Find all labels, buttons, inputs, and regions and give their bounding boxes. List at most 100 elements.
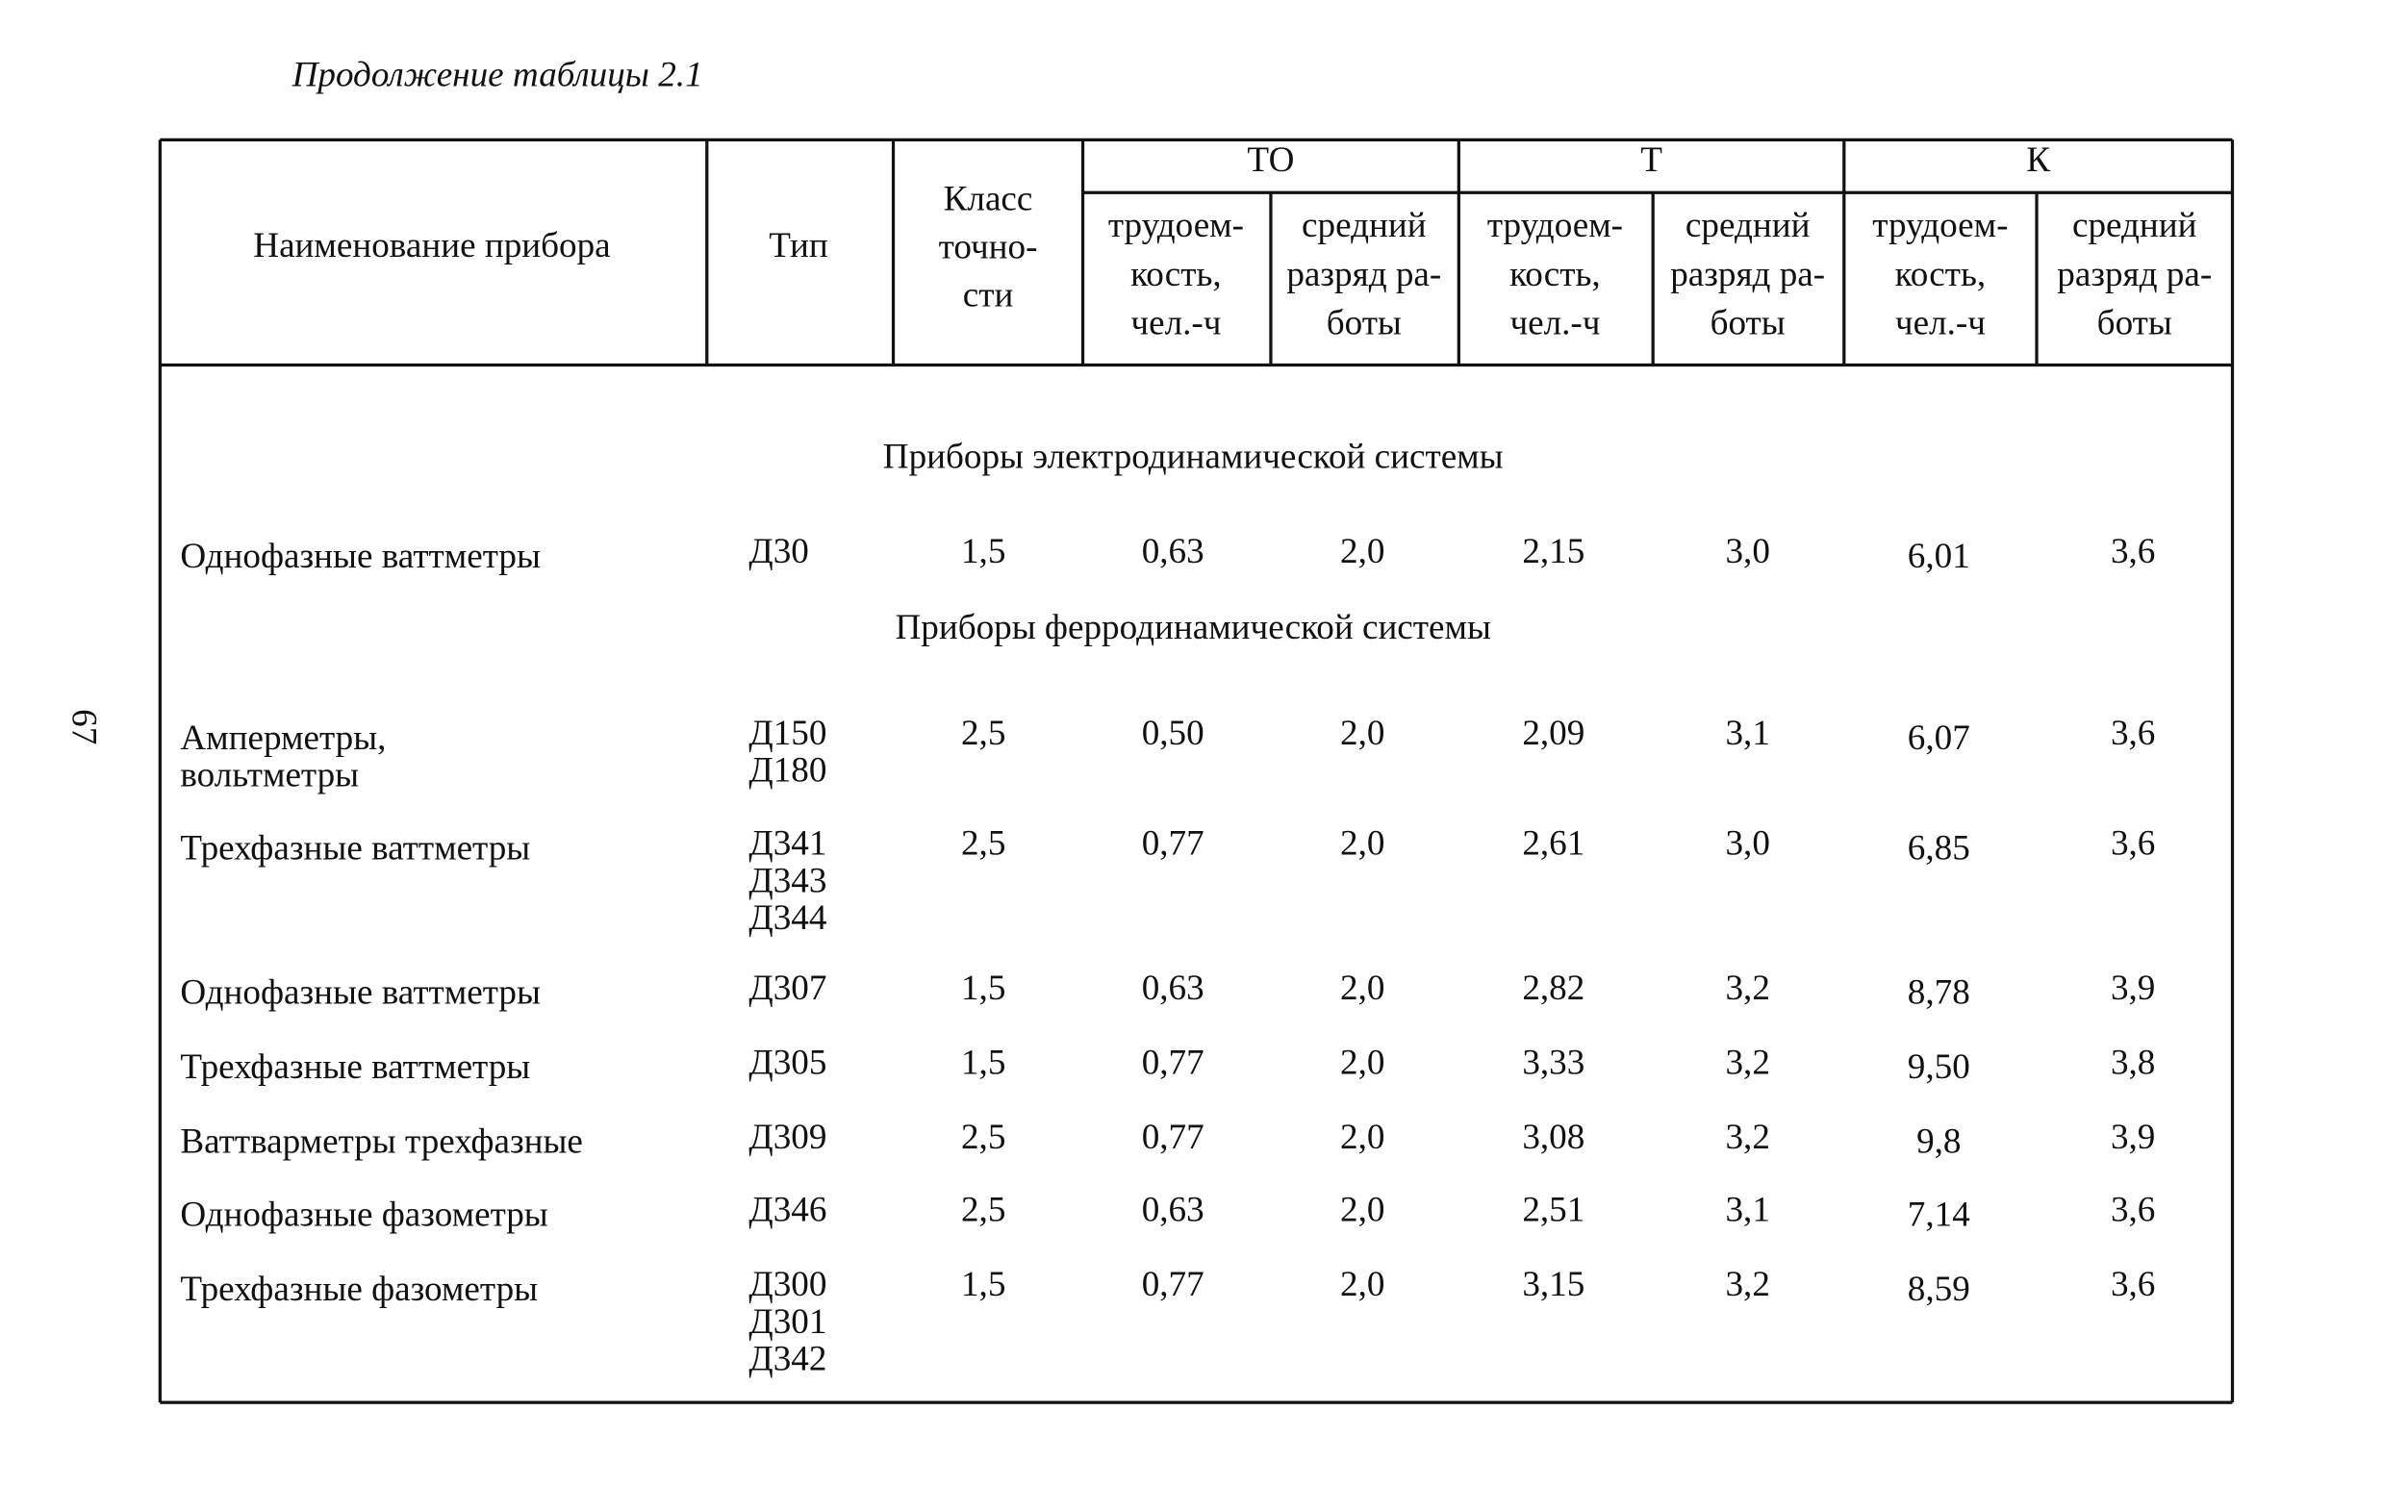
- value-cell: 0,63: [1142, 532, 1204, 571]
- value-cell: 3,0: [1725, 824, 1769, 864]
- device-name: Однофазные ваттметры: [180, 537, 541, 576]
- device-name: Амперметры,: [180, 718, 386, 758]
- value-cell: 2,0: [1340, 714, 1384, 753]
- value-cell: 2,0: [1340, 969, 1384, 1008]
- section-title: Приборы ферродинамической системы: [895, 608, 1491, 647]
- header-cell: Тип: [769, 226, 828, 265]
- device-type: Д300: [748, 1265, 826, 1304]
- device-type: Д344: [748, 898, 826, 938]
- device-type: Д305: [748, 1043, 826, 1082]
- value-cell: 3,2: [1725, 1118, 1769, 1157]
- value-cell: 1,5: [961, 1265, 1005, 1304]
- sub-header: средний: [2072, 206, 2197, 245]
- value-cell: 3,1: [1725, 1191, 1769, 1230]
- value-cell: 3,9: [2111, 1118, 2155, 1157]
- sub-header: разряд ра-: [1670, 255, 1825, 294]
- value-cell: 3,6: [2111, 532, 2155, 571]
- device-name: Однофазные фазометры: [180, 1196, 547, 1235]
- device-name: Ваттварметры трехфазные: [180, 1122, 583, 1162]
- value-cell: 7,14: [1908, 1196, 1970, 1235]
- sub-header: средний: [1686, 206, 1811, 245]
- value-cell: 2,5: [961, 714, 1005, 753]
- value-cell: 3,6: [2111, 1265, 2155, 1304]
- value-cell: 0,77: [1142, 1043, 1204, 1082]
- value-cell: 0,77: [1142, 1265, 1204, 1304]
- value-cell: 0,50: [1142, 714, 1204, 753]
- sub-header: средний: [1302, 206, 1427, 245]
- value-cell: 3,8: [2111, 1043, 2155, 1082]
- value-cell: 2,0: [1340, 1118, 1384, 1157]
- device-type: Д342: [748, 1340, 826, 1379]
- value-cell: 1,5: [961, 969, 1005, 1008]
- sub-header: разряд ра-: [1286, 255, 1441, 294]
- device-type: Д309: [748, 1118, 826, 1157]
- value-cell: 2,0: [1340, 824, 1384, 864]
- value-cell: 2,0: [1340, 1265, 1384, 1304]
- value-cell: 2,5: [961, 824, 1005, 864]
- sub-header: трудоем-: [1108, 206, 1244, 245]
- sub-header: чел.-ч: [1895, 304, 1986, 343]
- value-cell: 2,51: [1522, 1191, 1584, 1230]
- value-cell: 3,2: [1725, 1265, 1769, 1304]
- value-cell: 3,15: [1522, 1265, 1584, 1304]
- header-cell: точно-: [939, 227, 1038, 266]
- caption: Продолжение таблицы 2.1: [291, 55, 703, 94]
- sub-header: кость,: [1130, 255, 1222, 294]
- device-name: Трехфазные фазометры: [180, 1270, 538, 1309]
- value-cell: 8,59: [1908, 1270, 1970, 1309]
- value-cell: 3,6: [2111, 1191, 2155, 1230]
- sub-header: боты: [1327, 304, 1402, 343]
- device-name: Однофазные ваттметры: [180, 973, 541, 1013]
- sub-header: трудоем-: [1872, 206, 2008, 245]
- value-cell: 2,5: [961, 1118, 1005, 1157]
- sub-header: кость,: [1509, 255, 1601, 294]
- header-cell: сти: [963, 276, 1014, 315]
- value-cell: 3,0: [1725, 532, 1769, 571]
- value-cell: 8,78: [1908, 973, 1970, 1013]
- device-type: Д301: [748, 1302, 826, 1342]
- value-cell: 3,33: [1522, 1043, 1584, 1082]
- sub-header: чел.-ч: [1130, 304, 1221, 343]
- value-cell: 2,15: [1522, 532, 1584, 571]
- sub-header: чел.-ч: [1509, 304, 1600, 343]
- group-header: ТО: [1247, 140, 1294, 180]
- value-cell: 6,85: [1908, 828, 1970, 868]
- device-name: Трехфазные ваттметры: [180, 828, 530, 868]
- device-type: Д341: [748, 824, 826, 864]
- value-cell: 3,6: [2111, 714, 2155, 753]
- sub-header: трудоем-: [1487, 206, 1623, 245]
- value-cell: 3,2: [1725, 1043, 1769, 1082]
- value-cell: 1,5: [961, 1043, 1005, 1082]
- value-cell: 2,0: [1340, 1191, 1384, 1230]
- value-cell: 2,5: [961, 1191, 1005, 1230]
- value-cell: 0,63: [1142, 1191, 1204, 1230]
- sub-header: разряд ра-: [2057, 255, 2212, 294]
- page-number: 67: [63, 709, 103, 744]
- value-cell: 2,09: [1522, 714, 1584, 753]
- value-cell: 9,8: [1916, 1122, 1961, 1162]
- group-header: Т: [1640, 140, 1662, 180]
- value-cell: 3,6: [2111, 824, 2155, 864]
- device-name: Трехфазные ваттметры: [180, 1047, 530, 1087]
- device-name: вольтметры: [180, 756, 359, 795]
- sub-header: боты: [1711, 304, 1786, 343]
- value-cell: 0,63: [1142, 969, 1204, 1008]
- device-type: Д346: [748, 1191, 826, 1230]
- device-type: Д307: [748, 969, 826, 1008]
- value-cell: 2,61: [1522, 824, 1584, 864]
- sub-header: кость,: [1895, 255, 1987, 294]
- value-cell: 6,07: [1908, 718, 1970, 758]
- sub-header: боты: [2097, 304, 2172, 343]
- value-cell: 6,01: [1908, 537, 1970, 576]
- value-cell: 2,0: [1340, 1043, 1384, 1082]
- group-header: К: [2026, 140, 2050, 180]
- device-type: Д150: [748, 714, 826, 753]
- header-cell: Класс: [944, 179, 1033, 218]
- value-cell: 0,77: [1142, 1118, 1204, 1157]
- device-type: Д180: [748, 751, 826, 791]
- device-type: Д30: [748, 532, 808, 571]
- value-cell: 0,77: [1142, 824, 1204, 864]
- value-cell: 2,82: [1522, 969, 1584, 1008]
